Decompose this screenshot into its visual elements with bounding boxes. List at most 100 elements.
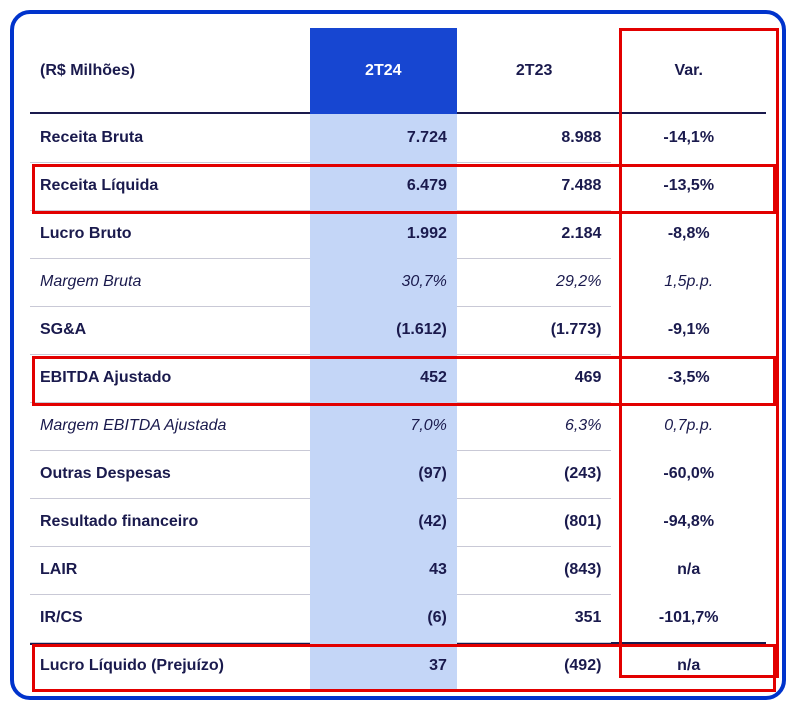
table-row: IR/CS(6)351-101,7%: [30, 594, 766, 642]
cell-2t23: 351: [457, 594, 612, 642]
cell-2t23: (843): [457, 546, 612, 594]
cell-2t24-text: 43: [310, 546, 457, 594]
cell-label: LAIR: [30, 546, 310, 594]
cell-var: -3,5%: [611, 354, 766, 402]
table-row: Lucro Bruto1.9922.184-8,8%: [30, 210, 766, 258]
cell-var-text: 0,7p.p.: [611, 402, 766, 450]
cell-2t24-text: 452: [310, 354, 457, 402]
cell-var-text: -60,0%: [611, 450, 766, 498]
table-row: EBITDA Ajustado452469-3,5%: [30, 354, 766, 402]
cell-label-text: IR/CS: [30, 595, 310, 642]
cell-2t24: (97): [310, 450, 457, 498]
cell-2t24-text: (1.612): [310, 306, 457, 354]
cell-2t23-text: 2.184: [457, 211, 612, 258]
cell-2t23-text: 7.488: [457, 163, 612, 210]
table-row: Outras Despesas(97)(243)-60,0%: [30, 450, 766, 498]
cell-label-text: Receita Bruta: [30, 114, 310, 162]
cell-2t23: 6,3%: [457, 402, 612, 450]
cell-var: -101,7%: [611, 594, 766, 642]
cell-var-text: -8,8%: [611, 210, 766, 258]
cell-var-text: -94,8%: [611, 498, 766, 546]
cell-2t24-text: (42): [310, 498, 457, 546]
cell-2t24: (1.612): [310, 306, 457, 354]
cell-var: n/a: [611, 546, 766, 594]
cell-label-text: Margem EBITDA Ajustada: [30, 403, 310, 450]
cell-2t24: 7.724: [310, 114, 457, 162]
cell-var: -9,1%: [611, 306, 766, 354]
table-row: Resultado financeiro(42)(801)-94,8%: [30, 498, 766, 546]
cell-2t24-text: 1.992: [310, 210, 457, 258]
cell-label-text: LAIR: [30, 547, 310, 594]
cell-2t23: (1.773): [457, 306, 612, 354]
cell-2t24: 452: [310, 354, 457, 402]
table-header-row: (R$ Milhões) 2T24 2T23 Var.: [30, 28, 766, 114]
table-row: SG&A(1.612)(1.773)-9,1%: [30, 306, 766, 354]
cell-label: Resultado financeiro: [30, 498, 310, 546]
col-header-var-text: Var.: [611, 28, 766, 114]
cell-label: Lucro Líquido (Prejuízo): [30, 642, 310, 690]
cell-label-text: Outras Despesas: [30, 451, 310, 498]
table-row: Margem Bruta30,7%29,2%1,5p.p.: [30, 258, 766, 306]
table-row: Lucro Líquido (Prejuízo)37(492)n/a: [30, 642, 766, 690]
col-header-2t24: 2T24: [310, 28, 457, 114]
cell-label: EBITDA Ajustado: [30, 354, 310, 402]
cell-2t23-text: 469: [457, 355, 612, 402]
cell-2t24: 30,7%: [310, 258, 457, 306]
cell-2t23: 2.184: [457, 210, 612, 258]
cell-label: Lucro Bruto: [30, 210, 310, 258]
cell-2t24-text: 7.724: [310, 114, 457, 162]
cell-var-text: -13,5%: [611, 162, 766, 210]
cell-label: Receita Bruta: [30, 114, 310, 162]
cell-label: IR/CS: [30, 594, 310, 642]
cell-2t23: 469: [457, 354, 612, 402]
cell-label: Margem EBITDA Ajustada: [30, 402, 310, 450]
cell-label-text: Resultado financeiro: [30, 499, 310, 546]
cell-2t23-text: (801): [457, 499, 612, 546]
financial-table-frame: (R$ Milhões) 2T24 2T23 Var. Receita Brut…: [10, 10, 786, 700]
cell-2t24-text: 30,7%: [310, 258, 457, 306]
cell-2t23: 29,2%: [457, 258, 612, 306]
cell-2t23: 7.488: [457, 162, 612, 210]
cell-var: -8,8%: [611, 210, 766, 258]
cell-2t24-text: 7,0%: [310, 402, 457, 450]
cell-2t23: (492): [457, 642, 612, 690]
cell-2t24-text: 6.479: [310, 162, 457, 210]
cell-var: -13,5%: [611, 162, 766, 210]
cell-2t24: 7,0%: [310, 402, 457, 450]
cell-2t23-text: 29,2%: [457, 259, 612, 306]
cell-var-text: 1,5p.p.: [611, 258, 766, 306]
cell-label: Receita Líquida: [30, 162, 310, 210]
cell-label-text: Margem Bruta: [30, 259, 310, 306]
table-row: Receita Líquida6.4797.488-13,5%: [30, 162, 766, 210]
cell-2t24: (42): [310, 498, 457, 546]
cell-label-text: SG&A: [30, 307, 310, 354]
cell-var: 1,5p.p.: [611, 258, 766, 306]
cell-2t23-text: (843): [457, 547, 612, 594]
cell-label-text: EBITDA Ajustado: [30, 355, 310, 402]
cell-var: -14,1%: [611, 114, 766, 162]
cell-2t23: (243): [457, 450, 612, 498]
cell-2t24: 6.479: [310, 162, 457, 210]
cell-var-text: -9,1%: [611, 306, 766, 354]
cell-2t23: (801): [457, 498, 612, 546]
cell-label: SG&A: [30, 306, 310, 354]
cell-var-text: -14,1%: [611, 114, 766, 162]
cell-label-text: Lucro Bruto: [30, 211, 310, 258]
cell-2t24: 1.992: [310, 210, 457, 258]
cell-2t23-text: 351: [457, 595, 612, 642]
cell-2t23-text: 8.988: [457, 114, 612, 162]
cell-2t23-text: (1.773): [457, 307, 612, 354]
col-header-2t23-text: 2T23: [457, 28, 612, 114]
cell-2t24: 37: [310, 642, 457, 690]
cell-2t23-text: (243): [457, 451, 612, 498]
cell-var-text: -3,5%: [611, 354, 766, 402]
cell-var: n/a: [611, 642, 766, 690]
table-row: Margem EBITDA Ajustada7,0%6,3%0,7p.p.: [30, 402, 766, 450]
cell-2t24: 43: [310, 546, 457, 594]
cell-2t23: 8.988: [457, 114, 612, 162]
col-header-2t23: 2T23: [457, 28, 612, 114]
cell-var-text: -101,7%: [611, 594, 766, 642]
cell-2t24-text: (97): [310, 450, 457, 498]
col-header-label: (R$ Milhões): [30, 28, 310, 114]
cell-var: 0,7p.p.: [611, 402, 766, 450]
